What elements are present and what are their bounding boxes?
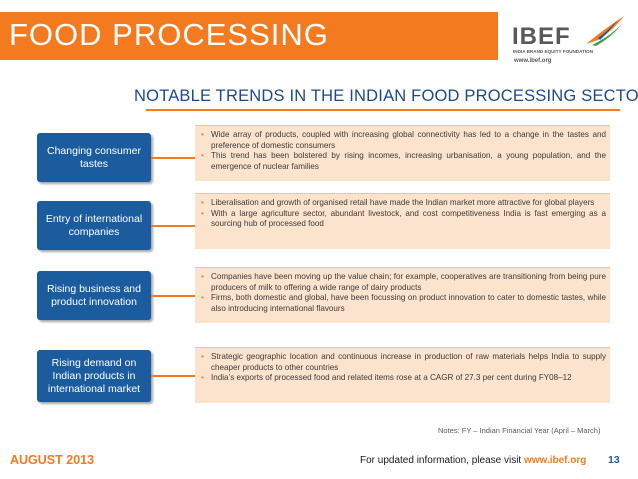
trend-bullet: Wide array of products, coupled with inc… [201, 130, 606, 151]
section-title: NOTABLE TRENDS IN THE INDIAN FOOD PROCES… [134, 87, 638, 105]
trend-text-box: Liberalisation and growth of organised r… [195, 193, 610, 249]
trend-label-international-companies: Entry of international companies [37, 201, 151, 250]
trend-label-consumer-tastes: Changing consumer tastes [37, 133, 151, 182]
trend-bullet: Companies have been moving up the value … [201, 272, 606, 293]
trend-text-box: Companies have been moving up the value … [195, 267, 610, 323]
trend-label-international-demand: Rising demand on Indian products in inte… [37, 350, 151, 402]
trend-connector [151, 295, 195, 297]
trend-text-box: Strategic geographic location and contin… [195, 347, 610, 403]
trend-text-box: Wide array of products, coupled with inc… [195, 125, 610, 181]
bird-icon [586, 16, 624, 46]
trend-label-product-innovation: Rising business and product innovation [37, 271, 151, 320]
footer-date: AUGUST 2013 [10, 453, 95, 467]
logo-wordmark: IBEF [512, 23, 571, 50]
section-title-underline [146, 109, 620, 111]
trend-bullet: This trend has been bolstered by rising … [201, 151, 606, 172]
trend-connector [151, 375, 195, 377]
footer-info: For updated information, please visit ww… [360, 455, 586, 466]
footer-link[interactable]: www.ibef.org [523, 455, 587, 466]
trend-bullet: Firms, both domestic and global, have be… [201, 293, 606, 314]
logo-tagline: INDIA BRAND EQUITY FOUNDATION [513, 49, 594, 54]
trend-bullet: Strategic geographic location and contin… [201, 352, 606, 373]
page-number: 13 [608, 454, 620, 466]
trend-connector [151, 225, 195, 227]
ibef-logo[interactable]: IBEF INDIA BRAND EQUITY FOUNDATION www.i… [508, 10, 632, 70]
trend-bullet: With a large agriculture sector, abundan… [201, 209, 606, 230]
slide-title: FOOD PROCESSING [9, 17, 329, 52]
notes: Notes: FY – Indian Financial Year (April… [438, 426, 601, 435]
title-band: FOOD PROCESSING [0, 12, 498, 60]
trend-bullet: Liberalisation and growth of organised r… [201, 198, 606, 209]
logo-url[interactable]: www.ibef.org [514, 58, 552, 64]
slide-header: FOOD PROCESSING IBEF INDIA BRAND EQUITY … [0, 0, 638, 76]
trend-connector [151, 157, 195, 159]
trend-bullet: India’s exports of processed food and re… [201, 373, 606, 384]
footer-info-text: For updated information, please visit [360, 455, 522, 466]
